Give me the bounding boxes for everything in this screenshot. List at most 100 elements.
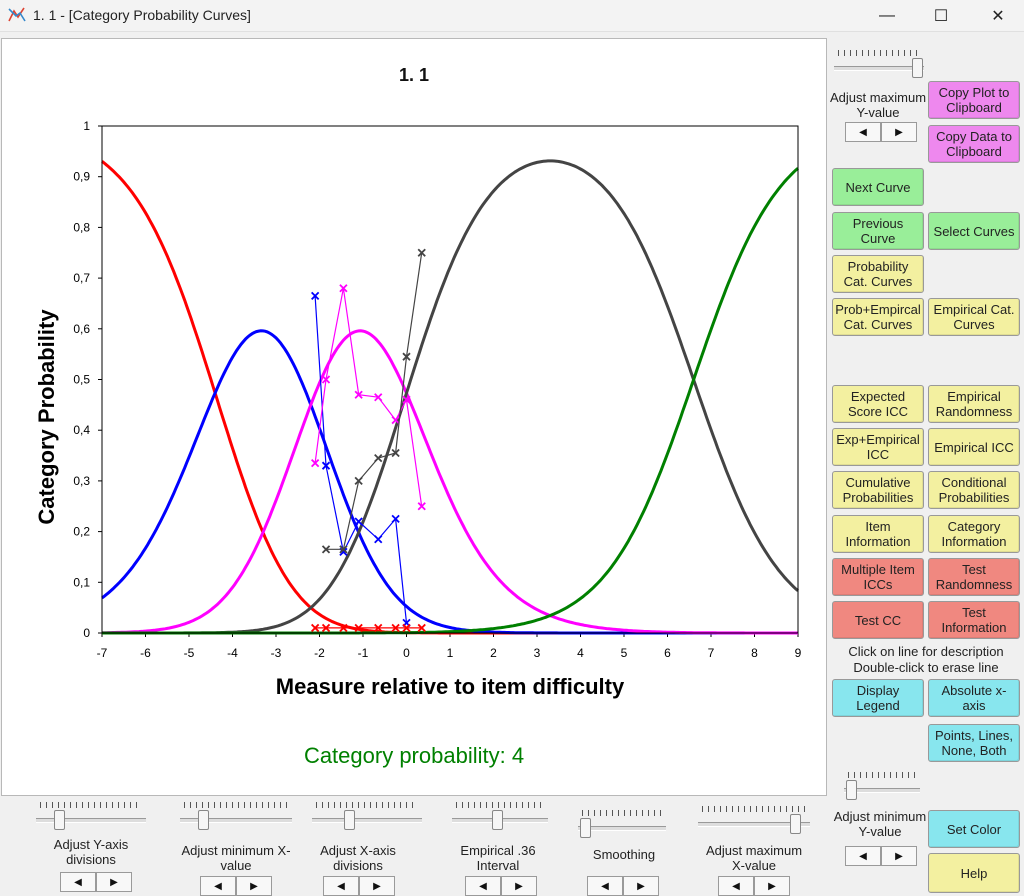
- y-tick-label: 0,4: [73, 423, 90, 437]
- empirical-point[interactable]: [311, 459, 320, 468]
- empirical-point[interactable]: [402, 395, 411, 404]
- empirical-point[interactable]: [339, 545, 348, 554]
- empirical-point[interactable]: [354, 517, 363, 526]
- empirical-point[interactable]: [311, 623, 320, 633]
- empirical-point[interactable]: [321, 461, 331, 470]
- decrease-arrow-icon[interactable]: ◀: [323, 876, 359, 896]
- help-button[interactable]: Help: [928, 853, 1020, 893]
- increase-arrow-icon[interactable]: ▶: [881, 122, 917, 142]
- copy-data-button[interactable]: Copy Data to Clipboard: [928, 125, 1020, 163]
- y-axis-divisions-slider[interactable]: [36, 802, 146, 832]
- test-information-button[interactable]: Test Information: [928, 601, 1020, 639]
- max-x-spinner[interactable]: ◀ ▶: [718, 876, 790, 896]
- exp-empirical-icc-button[interactable]: Exp+Empirical ICC: [832, 428, 924, 466]
- category-probability-chart[interactable]: 1. 1 -7 -6 -5 -4 -3 -2 -1 0 1 2 3 4 5 6 7 8 9 0 0,1 0,2 0,3 0…: [2, 39, 826, 795]
- empirical-point[interactable]: [391, 514, 400, 524]
- empirical-point[interactable]: [354, 476, 363, 486]
- empirical-point[interactable]: [339, 623, 348, 633]
- empirical-point[interactable]: [417, 248, 426, 257]
- decrease-arrow-icon[interactable]: ◀: [845, 122, 881, 142]
- max-y-spinner[interactable]: ◀ ▶: [845, 122, 917, 142]
- probability-cat-curves-button[interactable]: Probability Cat. Curves: [832, 255, 924, 293]
- increase-arrow-icon[interactable]: ▶: [359, 876, 395, 896]
- empirical-point[interactable]: [374, 623, 383, 633]
- min-x-slider[interactable]: [180, 802, 292, 832]
- expected-score-icc-button[interactable]: Expected Score ICC: [832, 385, 924, 423]
- empirical-interval-slider[interactable]: [452, 802, 548, 832]
- increase-arrow-icon[interactable]: ▶: [754, 876, 790, 896]
- empirical-point[interactable]: [391, 415, 400, 425]
- empirical-point[interactable]: [374, 535, 383, 544]
- x-tick-label: -5: [184, 646, 195, 660]
- test-randomness-button[interactable]: Test Randomness: [928, 558, 1020, 596]
- max-x-slider[interactable]: [698, 806, 810, 836]
- points-lines-button[interactable]: Points, Lines, None, Both: [928, 724, 1020, 762]
- x-axis-divisions-spinner[interactable]: ◀ ▶: [323, 876, 395, 896]
- increase-arrow-icon[interactable]: ▶: [501, 876, 537, 896]
- decrease-arrow-icon[interactable]: ◀: [60, 872, 96, 892]
- empirical-point[interactable]: [374, 453, 383, 463]
- increase-arrow-icon[interactable]: ▶: [623, 876, 659, 896]
- empirical-point[interactable]: [417, 623, 426, 633]
- increase-arrow-icon[interactable]: ▶: [236, 876, 272, 896]
- empirical-icc-button[interactable]: Empirical ICC: [928, 428, 1020, 466]
- empirical-line[interactable]: [314, 288, 423, 507]
- empirical-point[interactable]: [417, 502, 426, 511]
- maximize-button[interactable]: ☐: [933, 7, 949, 25]
- prob-empirical-cat-curves-button[interactable]: Prob+Empircal Cat. Curves: [832, 298, 924, 336]
- min-y-slider[interactable]: [844, 772, 920, 802]
- empirical-point[interactable]: [402, 623, 411, 633]
- empirical-point[interactable]: [354, 623, 363, 633]
- set-color-button[interactable]: Set Color: [928, 810, 1020, 848]
- minimize-button[interactable]: —: [879, 6, 895, 24]
- x-axis-divisions-slider[interactable]: [312, 802, 422, 832]
- empirical-point[interactable]: [374, 393, 383, 402]
- min-y-spinner[interactable]: ◀ ▶: [845, 846, 917, 866]
- category-information-button[interactable]: Category Information: [928, 515, 1020, 553]
- multiple-item-iccs-button[interactable]: Multiple Item ICCs: [832, 558, 924, 596]
- close-button[interactable]: ✕: [991, 7, 1005, 25]
- smoothing-spinner[interactable]: ◀ ▶: [587, 876, 659, 896]
- previous-curve-button[interactable]: Previous Curve: [832, 212, 924, 250]
- decrease-arrow-icon[interactable]: ◀: [200, 876, 236, 896]
- decrease-arrow-icon[interactable]: ◀: [587, 876, 623, 896]
- empirical-point[interactable]: [321, 545, 331, 554]
- smoothing-slider[interactable]: [578, 810, 666, 840]
- empirical-cat-curves-button[interactable]: Empirical Cat. Curves: [928, 298, 1020, 336]
- test-cc-button[interactable]: Test CC: [832, 601, 924, 639]
- y-axis-divisions-spinner[interactable]: ◀ ▶: [60, 872, 132, 892]
- select-curves-button[interactable]: Select Curves: [928, 212, 1020, 250]
- empirical-line[interactable]: [314, 295, 408, 623]
- empirical-point[interactable]: [391, 623, 400, 633]
- max-y-slider[interactable]: [834, 50, 924, 80]
- cumulative-probabilities-button[interactable]: Cumulative Probabilities: [832, 471, 924, 509]
- category-curve-4[interactable]: [102, 167, 799, 635]
- item-information-button[interactable]: Item Information: [832, 515, 924, 553]
- empirical-point[interactable]: [402, 352, 411, 361]
- empirical-point[interactable]: [321, 375, 331, 384]
- probability-curves[interactable]: [101, 159, 799, 635]
- conditional-probabilities-button[interactable]: Conditional Probabilities: [928, 471, 1020, 509]
- empirical-point[interactable]: [354, 390, 363, 399]
- category-curve-0[interactable]: [101, 160, 798, 635]
- empirical-point[interactable]: [321, 623, 331, 633]
- category-curve-3[interactable]: [102, 159, 799, 635]
- decrease-arrow-icon[interactable]: ◀: [465, 876, 501, 896]
- decrease-arrow-icon[interactable]: ◀: [718, 876, 754, 896]
- empirical-interval-spinner[interactable]: ◀ ▶: [465, 876, 537, 896]
- increase-arrow-icon[interactable]: ▶: [96, 872, 132, 892]
- increase-arrow-icon[interactable]: ▶: [881, 846, 917, 866]
- empirical-points[interactable]: [311, 248, 426, 633]
- next-curve-button[interactable]: Next Curve: [832, 168, 924, 206]
- min-x-spinner[interactable]: ◀ ▶: [200, 876, 272, 896]
- x-tick-label: -6: [140, 646, 151, 660]
- empirical-point[interactable]: [311, 291, 320, 300]
- empirical-point[interactable]: [339, 284, 348, 293]
- empirical-point[interactable]: [391, 448, 400, 458]
- plot-frame: 1. 1 -7 -6 -5 -4 -3 -2 -1 0 1 2 3 4 5 6 7 8 9 0 0,1 0,2 0,3 0…: [1, 38, 827, 796]
- empirical-randomness-button[interactable]: Empirical Randomness: [928, 385, 1020, 423]
- copy-plot-button[interactable]: Copy Plot to Clipboard: [928, 81, 1020, 119]
- absolute-x-axis-button[interactable]: Absolute x-axis: [928, 679, 1020, 717]
- decrease-arrow-icon[interactable]: ◀: [845, 846, 881, 866]
- display-legend-button[interactable]: Display Legend: [832, 679, 924, 717]
